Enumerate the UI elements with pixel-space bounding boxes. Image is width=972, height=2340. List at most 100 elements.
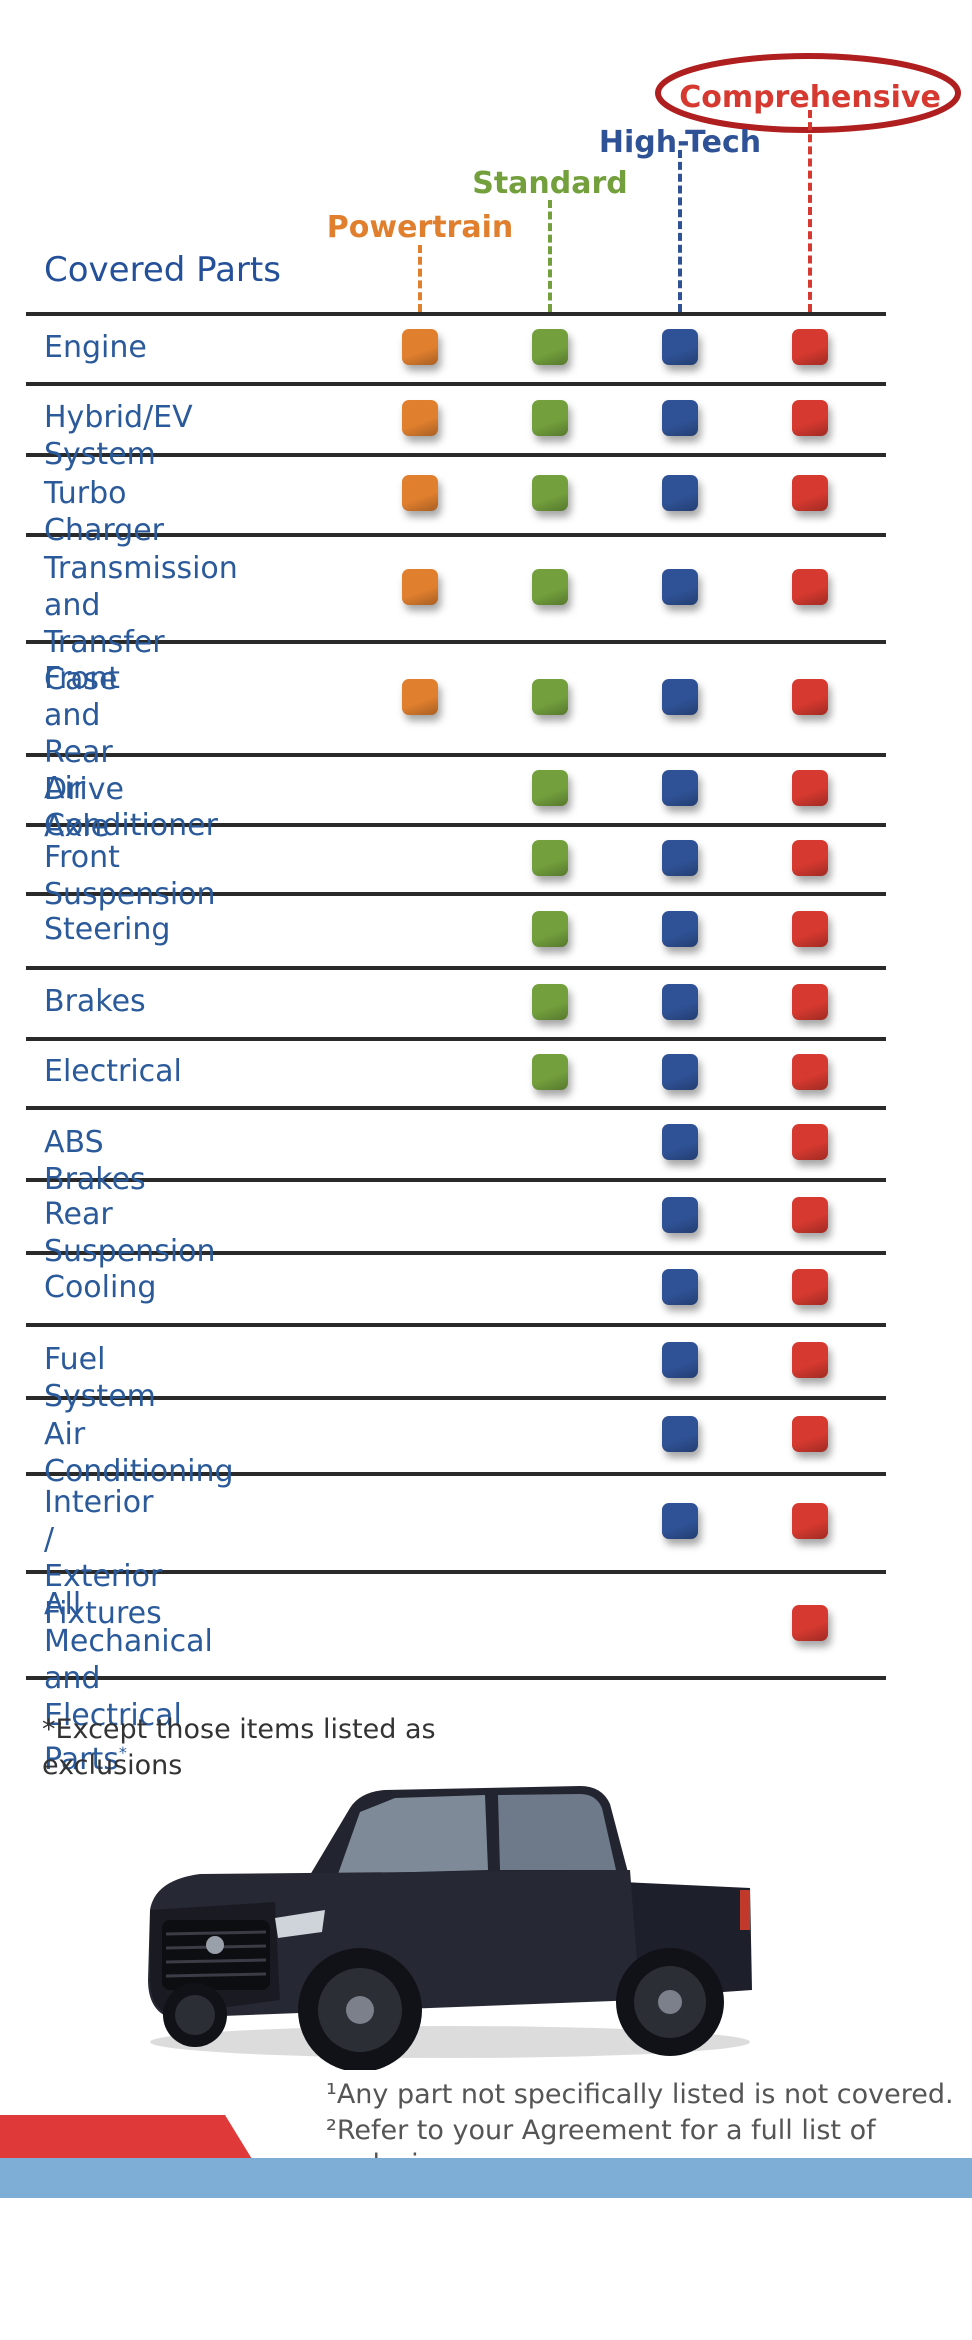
coverage-chip-comprehensive (792, 475, 828, 511)
part-label: Air Conditioner (44, 770, 218, 844)
part-label: Cooling (44, 1269, 156, 1306)
coverage-chip-standard (532, 329, 568, 365)
coverage-chip-comprehensive (792, 839, 828, 876)
footer-red-stripe (0, 2115, 252, 2159)
coverage-chip-hightech (662, 1503, 698, 1539)
part-label-text: Front Suspension (44, 840, 216, 912)
coverage-chip-standard (532, 678, 568, 715)
coverage-chip-standard (532, 911, 568, 947)
coverage-chip-standard (532, 399, 568, 436)
row-divider (26, 753, 886, 757)
row-divider (26, 966, 886, 970)
plan-label-powertrain: Powertrain (326, 210, 514, 245)
coverage-chip-hightech (662, 678, 698, 715)
part-label: Front Suspension (44, 839, 216, 913)
plan-line-comprehensive (808, 110, 812, 312)
part-label: Turbo Charger (44, 475, 164, 549)
part-label: Brakes (44, 983, 146, 1020)
row-divider (26, 892, 886, 896)
row-divider (26, 1323, 886, 1327)
plan-label-comprehensive: Comprehensive (679, 80, 941, 115)
row-divider (26, 1178, 886, 1182)
coverage-chip-hightech (662, 399, 698, 436)
coverage-chip-standard (532, 983, 568, 1020)
coverage-chip-comprehensive (792, 568, 828, 605)
coverage-chip-hightech (662, 983, 698, 1020)
plan-line-powertrain (418, 245, 422, 312)
part-label: Electrical (44, 1053, 182, 1090)
part-label-text: Steering (44, 911, 171, 947)
coverage-chip-hightech (662, 475, 698, 511)
row-divider (26, 1676, 886, 1680)
part-label-text: Electrical (44, 1054, 182, 1089)
part-label-text: Turbo Charger (44, 475, 164, 548)
part-label: Interior / Exterior Fixtures (44, 1484, 162, 1632)
part-label-text: Brakes (44, 984, 146, 1019)
coverage-chip-comprehensive (792, 399, 828, 436)
row-divider (26, 1251, 886, 1255)
coverage-chip-hightech (662, 329, 698, 365)
plan-headers: Powertrain Standard High-Tech Comprehensive (0, 0, 972, 320)
coverage-chip-comprehensive (792, 911, 828, 947)
coverage-chip-hightech (662, 568, 698, 605)
part-label: Hybrid/EV System (44, 399, 193, 473)
row-divider (26, 533, 886, 537)
coverage-chip-comprehensive (792, 1053, 828, 1090)
coverage-chip-powertrain (402, 399, 438, 436)
coverage-chip-standard (532, 839, 568, 876)
plan-label-hightech: High-Tech (598, 125, 762, 160)
coverage-chip-hightech (662, 1416, 698, 1452)
part-label-superscript: * (118, 1743, 127, 1762)
coverage-chip-hightech (662, 1196, 698, 1233)
part-label: Transmission and Transfer Case (44, 550, 238, 698)
covered-parts-title: Covered Parts (44, 250, 281, 290)
row-divider (26, 312, 886, 316)
coverage-chip-comprehensive (792, 1341, 828, 1378)
plan-line-hightech (678, 150, 682, 312)
coverage-chip-powertrain (402, 568, 438, 605)
coverage-chip-comprehensive (792, 983, 828, 1020)
row-divider (26, 382, 886, 386)
coverage-chip-comprehensive (792, 1124, 828, 1160)
coverage-chip-standard (532, 568, 568, 605)
part-label-text: Interior / Exterior Fixtures (44, 1485, 163, 1631)
coverage-chip-standard (532, 770, 568, 806)
part-label: Air Conditioning (44, 1416, 234, 1490)
part-label-text: Engine (44, 329, 147, 365)
part-label: Steering (44, 911, 170, 948)
coverage-chip-hightech (662, 1341, 698, 1378)
exclusions-note: *Except those items listed as exclusions (42, 1714, 436, 1781)
coverage-chip-comprehensive (792, 1269, 828, 1305)
row-divider (26, 1037, 886, 1041)
part-label-text: ABS Brakes (44, 1124, 146, 1197)
coverage-chip-powertrain (402, 475, 438, 511)
part-label-text: Cooling (44, 1269, 157, 1305)
coverage-chip-powertrain (402, 678, 438, 715)
part-label-text: Transmission and Transfer Case (44, 550, 238, 697)
footer-blue-bar (0, 2158, 972, 2198)
coverage-chip-comprehensive (792, 1503, 828, 1539)
row-divider (26, 1396, 886, 1400)
pickup-truck-image (148, 1786, 752, 2070)
coverage-chip-comprehensive (792, 1605, 828, 1641)
coverage-chip-comprehensive (792, 1196, 828, 1233)
part-label: ABS Brakes (44, 1124, 146, 1198)
part-label: Fuel System (44, 1341, 156, 1415)
plan-line-standard (548, 200, 552, 312)
coverage-chip-comprehensive (792, 1416, 828, 1452)
part-label-text: Rear Suspension (44, 1197, 216, 1269)
coverage-chip-comprehensive (792, 678, 828, 715)
coverage-chip-hightech (662, 911, 698, 947)
footnote-not-covered: ¹Any part not specifically listed is not… (326, 2079, 954, 2110)
part-label: Engine (44, 329, 147, 366)
plan-label-standard: Standard (472, 166, 628, 201)
row-divider (26, 823, 886, 827)
part-label: Rear Suspension (44, 1196, 216, 1270)
row-divider (26, 453, 886, 457)
coverage-chip-hightech (662, 839, 698, 876)
part-label: Front and Rear Drive Axle (44, 660, 124, 845)
part-label-text: Fuel System (44, 1342, 156, 1414)
coverage-chip-hightech (662, 1269, 698, 1305)
coverage-chip-hightech (662, 1124, 698, 1160)
coverage-chip-hightech (662, 1053, 698, 1090)
